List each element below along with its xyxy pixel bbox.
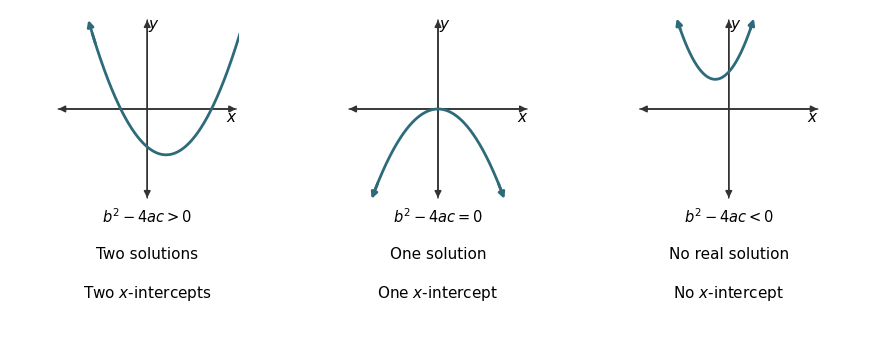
Text: $x$: $x$: [517, 110, 528, 125]
Text: Two $x$-intercepts: Two $x$-intercepts: [83, 284, 211, 303]
Text: No real solution: No real solution: [668, 247, 788, 262]
Text: $y$: $y$: [148, 18, 160, 34]
Text: $b^2 - 4ac = 0$: $b^2 - 4ac = 0$: [393, 208, 483, 226]
Text: No $x$-intercept: No $x$-intercept: [674, 284, 784, 303]
Text: One $x$-intercept: One $x$-intercept: [378, 284, 498, 303]
Text: Two solutions: Two solutions: [96, 247, 198, 262]
Text: $y$: $y$: [439, 18, 451, 34]
Text: $y$: $y$: [730, 18, 742, 34]
Text: One solution: One solution: [390, 247, 486, 262]
Text: $x$: $x$: [808, 110, 819, 125]
Text: $b^2 - 4ac < 0$: $b^2 - 4ac < 0$: [684, 208, 774, 226]
Text: $x$: $x$: [226, 110, 237, 125]
Text: $b^2 - 4ac > 0$: $b^2 - 4ac > 0$: [102, 208, 192, 226]
